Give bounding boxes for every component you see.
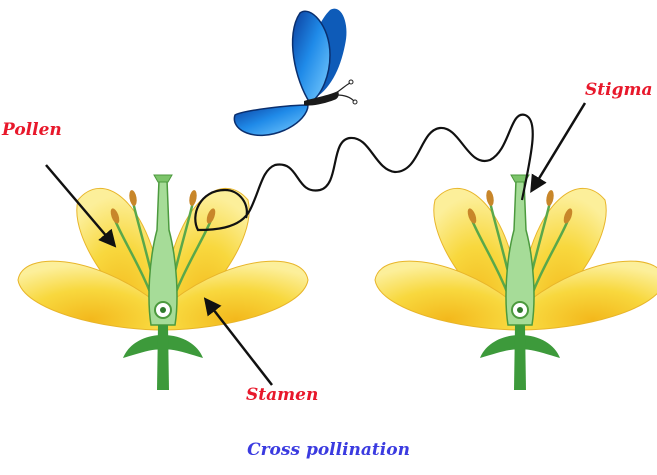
butterfly-icon: [233, 8, 358, 136]
butterfly-flight-path: [194, 113, 534, 232]
pollen-label: Pollen: [2, 120, 62, 140]
stamen-label: Stamen: [246, 385, 319, 405]
stigma-label: Stigma: [585, 80, 653, 100]
diagram-caption: Cross pollination: [247, 440, 410, 460]
pollen-arrow: [45, 164, 117, 248]
stigma-arrow: [530, 102, 587, 193]
right-flower: [373, 173, 657, 392]
left-flower: [16, 173, 310, 392]
stamen-arrow: [203, 297, 273, 386]
